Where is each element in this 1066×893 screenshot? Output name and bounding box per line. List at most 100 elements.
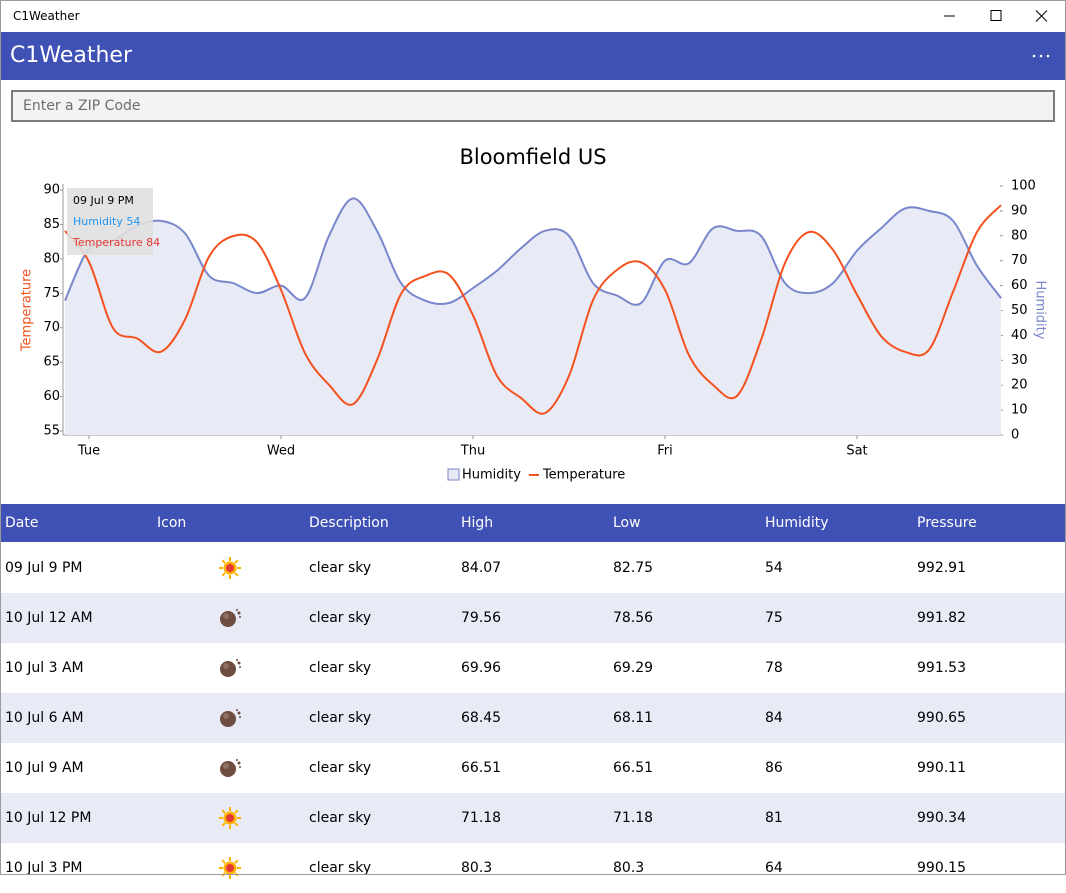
table-cell: 79.56 [461, 610, 502, 626]
y2-tick-label: 80 [1011, 228, 1028, 243]
table-cell: clear sky [309, 610, 372, 626]
y-tick-label: 65 [43, 355, 60, 370]
legend-label[interactable]: Humidity [462, 468, 521, 483]
moon-icon [220, 659, 241, 677]
table-cell: 86 [765, 760, 783, 776]
tooltip-title: 09 Jul 9 PM [73, 194, 134, 207]
table-cell: 66.51 [613, 760, 654, 776]
table-cell: 54 [765, 560, 783, 576]
table-cell: 71.18 [613, 810, 654, 826]
more-button[interactable] [1026, 46, 1056, 66]
y2-tick-label: 40 [1011, 328, 1028, 343]
y-tick-label: 75 [43, 286, 60, 301]
window-title: C1Weather [13, 9, 80, 23]
tooltip-box [67, 188, 153, 255]
table-row: 10 Jul 3 PM clear sky 80.3 80.3 64 990.15 [0, 843, 1066, 893]
x-tick-label: Thu [460, 444, 485, 459]
column-header: Date [5, 515, 39, 531]
table-cell: clear sky [309, 760, 372, 776]
table-cell: clear sky [309, 560, 372, 576]
table-cell: 10 Jul 3 PM [5, 860, 83, 876]
table-cell: 69.96 [461, 660, 502, 676]
x-tick-label: Tue [77, 444, 100, 459]
window-controls [944, 10, 1048, 22]
column-header: High [461, 515, 494, 531]
y-tick-label: 90 [43, 182, 60, 197]
table-cell: 990.11 [917, 760, 966, 776]
y2-tick-label: 20 [1011, 378, 1028, 393]
table-cell: 990.15 [917, 860, 966, 876]
column-header: Description [309, 515, 389, 531]
table-cell: clear sky [309, 860, 372, 876]
app-title: C1Weather [10, 43, 132, 68]
y-tick-label: 55 [43, 424, 60, 439]
table-cell: 66.51 [461, 760, 502, 776]
humidity-area [65, 198, 1001, 435]
chart: Bloomfield US 55 60 65 70 75 80 85 90 0 10 20 30 40 5… [20, 145, 1048, 483]
legend-swatch [447, 468, 460, 481]
table-cell: 991.53 [917, 660, 966, 676]
moon-icon [220, 609, 241, 627]
table-cell: 09 Jul 9 PM [5, 560, 83, 576]
table-row: 09 Jul 9 PM clear sky 84.07 82.75 54 992.91 [0, 543, 1066, 593]
table-cell: clear sky [309, 710, 372, 726]
table-cell: 990.65 [917, 710, 966, 726]
table-cell: 81 [765, 810, 783, 826]
zip-input[interactable]: Enter a ZIP Code [11, 90, 1055, 122]
y-tick-label: 80 [43, 251, 60, 266]
table-cell: 78 [765, 660, 783, 676]
table-header: Date Icon Description High Low Humidity Pressu… [0, 504, 1066, 542]
y2-tick-label: 10 [1011, 403, 1028, 418]
close-button[interactable] [1035, 10, 1048, 22]
table-cell: 80.3 [461, 860, 493, 876]
table-cell: 10 Jul 3 AM [5, 660, 84, 676]
table-cell: 64 [765, 860, 783, 876]
x-tick-label: Fri [657, 444, 673, 459]
table-cell: 78.56 [613, 610, 654, 626]
column-header: Icon [157, 515, 187, 531]
sun-icon [219, 857, 241, 879]
moon-icon [220, 759, 241, 777]
chart-body: Bloomfield US 55 60 65 70 75 80 85 90 0 10 20 30 40 5… [20, 145, 1048, 483]
table-cell: 991.82 [917, 610, 966, 626]
table-row: 10 Jul 6 AM clear sky 68.45 68.11 84 990.65 [0, 693, 1066, 743]
table-cell: 68.11 [613, 710, 654, 726]
app-bar: C1Weather [0, 32, 1066, 80]
moon-icon [220, 709, 241, 727]
y-axis-title: Temperature [20, 269, 35, 352]
table-cell: 71.18 [461, 810, 502, 826]
column-header: Low [613, 515, 641, 531]
y2-tick-label: 90 [1011, 203, 1028, 218]
table-cell: 84.07 [461, 560, 502, 576]
tooltip-line: Humidity 54 [73, 215, 140, 228]
table-cell: 84 [765, 710, 783, 726]
zip-placeholder: Enter a ZIP Code [23, 98, 141, 114]
table-row: 10 Jul 9 AM clear sky 66.51 66.51 86 990.11 [0, 743, 1066, 793]
chart-title: Bloomfield US [459, 145, 606, 169]
title-bar: C1Weather [0, 0, 1066, 32]
legend-label[interactable]: Temperature [542, 468, 625, 483]
y-tick-label: 85 [43, 217, 60, 232]
y2-tick-label: 100 [1011, 179, 1036, 194]
sun-icon [219, 807, 241, 829]
table-row: 10 Jul 12 PM clear sky 71.18 71.18 81 990.34 [0, 793, 1066, 843]
table-cell: 68.45 [461, 710, 502, 726]
table-cell: 10 Jul 6 AM [5, 710, 84, 726]
x-tick-label: Wed [267, 444, 295, 459]
y2-tick-label: 0 [1011, 428, 1019, 443]
column-header: Humidity [765, 515, 829, 531]
table-cell: 69.29 [613, 660, 654, 676]
y2-tick-label: 50 [1011, 303, 1028, 318]
y2-tick-label: 70 [1011, 253, 1028, 268]
y2-tick-label: 60 [1011, 278, 1028, 293]
y-tick-label: 70 [43, 320, 60, 335]
series-line [64, 204, 1002, 415]
y2-axis-title: Humidity [1033, 281, 1048, 340]
table-cell: 80.3 [613, 860, 645, 876]
table-cell: 10 Jul 12 AM [5, 610, 93, 626]
y-tick-label: 60 [43, 389, 60, 404]
maximize-button[interactable] [990, 10, 1002, 21]
table-row: 10 Jul 12 AM clear sky 79.56 78.56 75 991.82 [0, 593, 1066, 643]
table-row: 10 Jul 3 AM clear sky 69.96 69.29 78 991.53 [0, 643, 1066, 693]
